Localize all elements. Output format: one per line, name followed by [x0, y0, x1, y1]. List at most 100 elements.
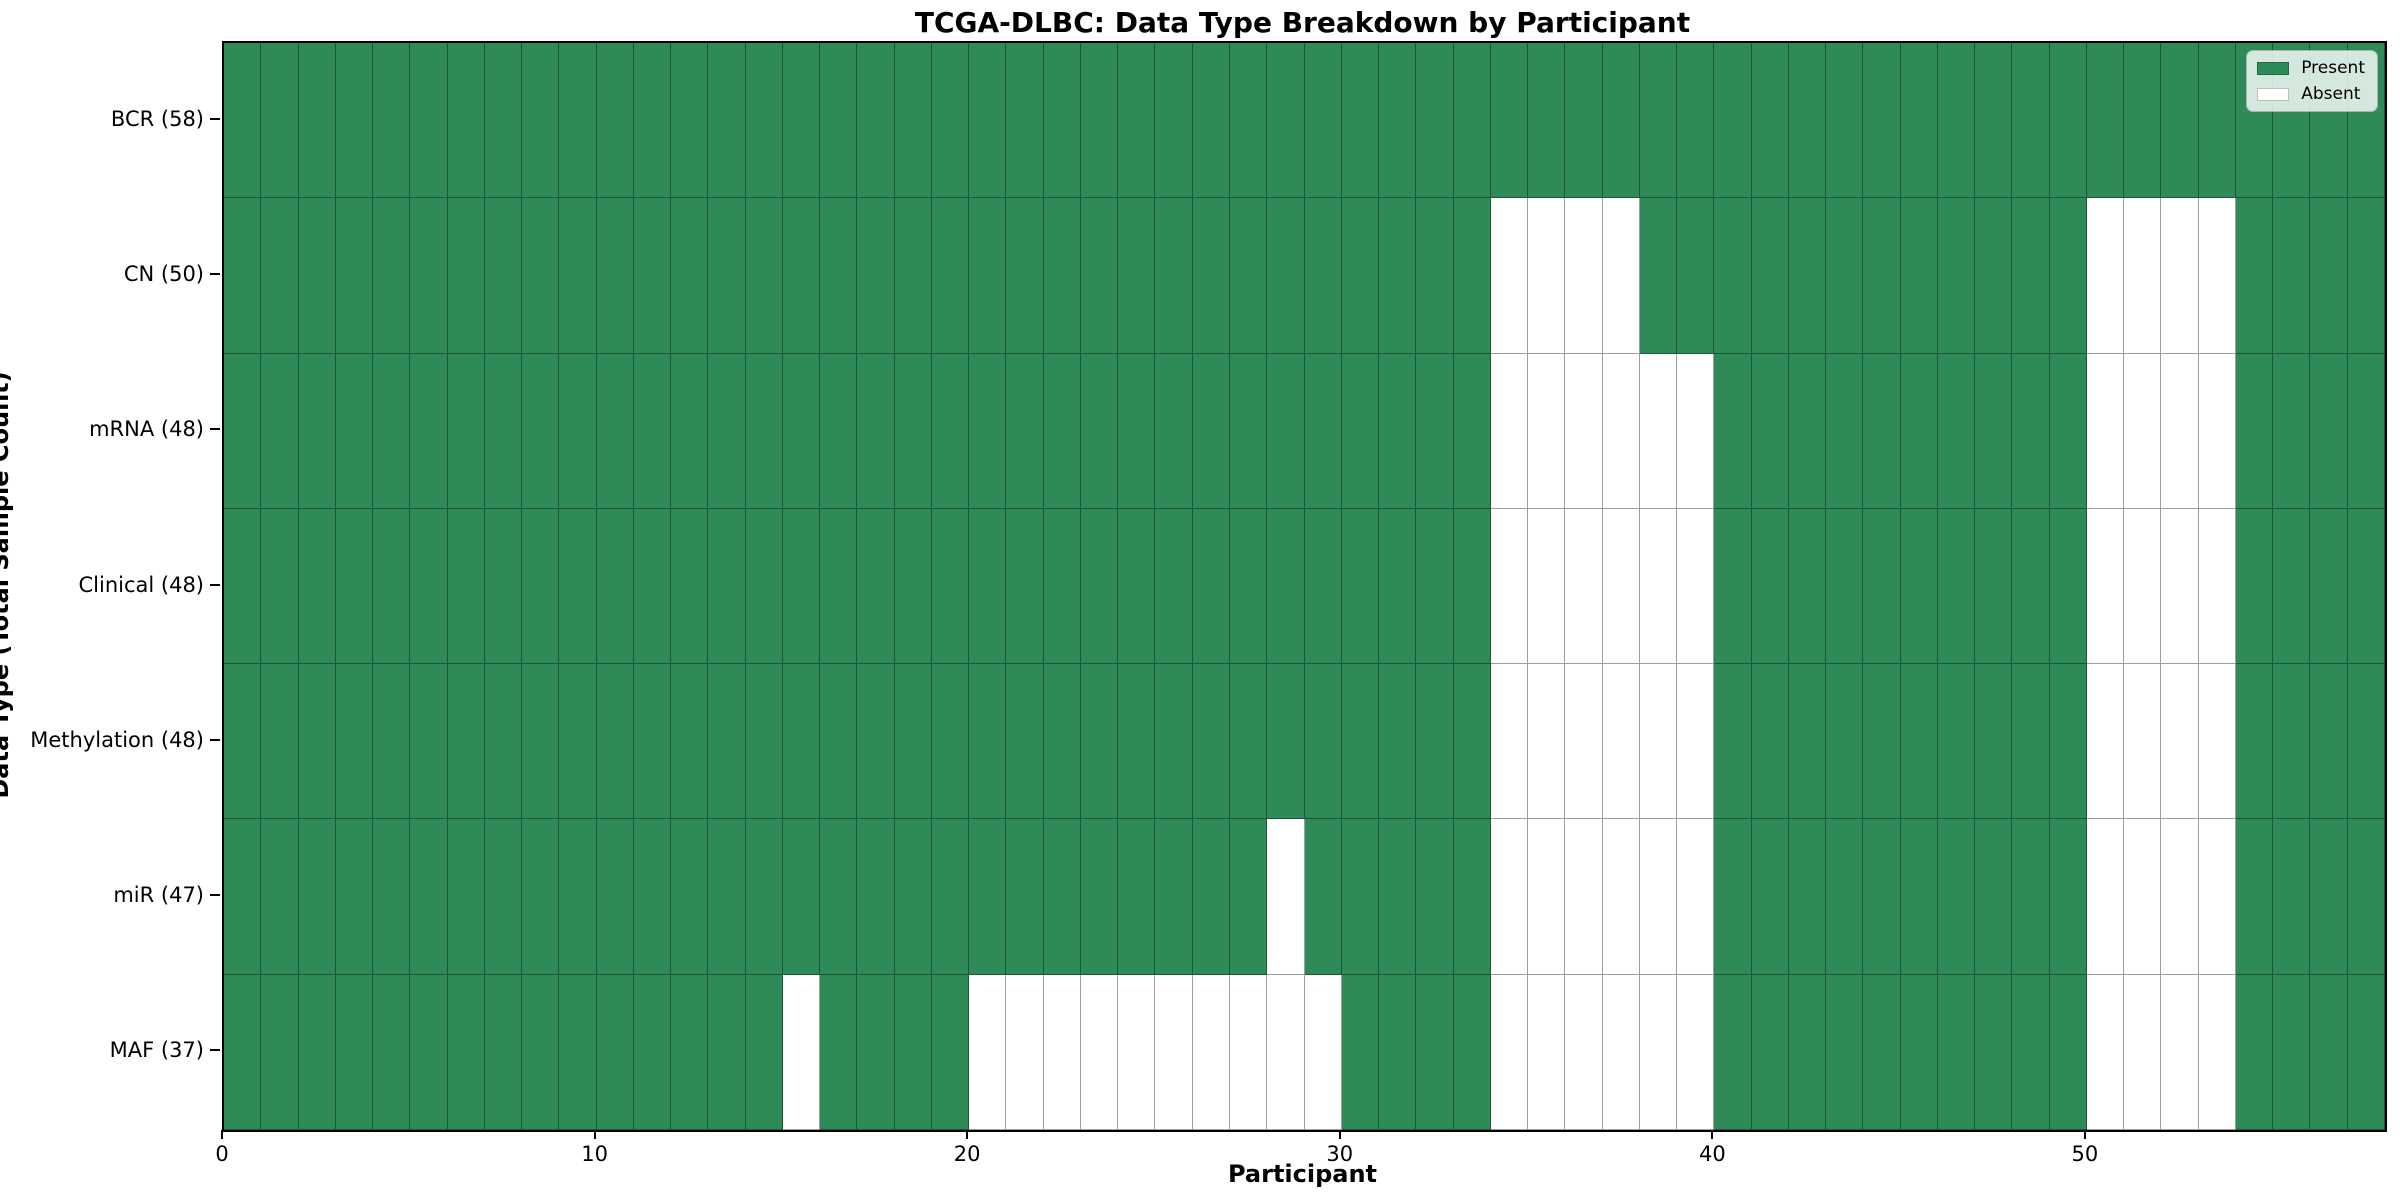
heatmap-cell [1416, 664, 1454, 820]
heatmap-cell [1416, 198, 1454, 354]
heatmap-cell [484, 974, 523, 1130]
heatmap-cell [1118, 974, 1156, 1130]
heatmap-cell [447, 198, 485, 354]
heatmap-cell [1863, 43, 1901, 199]
heatmap-cell [1975, 508, 2013, 665]
heatmap-cell [2012, 974, 2050, 1130]
heatmap-cell [671, 974, 709, 1130]
heatmap-cell [1379, 508, 1417, 665]
heatmap-cell [1714, 353, 1752, 509]
heatmap-cell [820, 43, 858, 199]
heatmap-cell [1043, 664, 1081, 820]
heatmap-cell [2273, 198, 2311, 354]
heatmap-cell [522, 43, 560, 199]
heatmap-cell [1267, 974, 1305, 1130]
heatmap-cell [2273, 508, 2311, 665]
heatmap-cell [745, 43, 783, 199]
heatmap-cell [857, 43, 895, 199]
heatmap-cell [1453, 198, 1491, 354]
heatmap-cell [782, 353, 821, 509]
heatmap-cell [1565, 43, 1603, 199]
heatmap-cell [1714, 974, 1752, 1130]
heatmap-cell [969, 508, 1007, 665]
heatmap-cell [1714, 664, 1752, 820]
heatmap-cell [1453, 43, 1491, 199]
heatmap-cell [708, 43, 746, 199]
heatmap-cell [1751, 198, 1789, 354]
heatmap-cell [1229, 819, 1268, 975]
heatmap-cell [2012, 353, 2050, 509]
heatmap-cell [559, 43, 597, 199]
heatmap-cell [1267, 664, 1305, 820]
heatmap-cell [1379, 664, 1417, 820]
heatmap-cell [1192, 353, 1230, 509]
heatmap-cell [1863, 819, 1901, 975]
heatmap-cell [671, 508, 709, 665]
heatmap-cell [931, 508, 970, 665]
heatmap-cell [1192, 198, 1230, 354]
heatmap-cell [2235, 664, 2274, 820]
heatmap-grid [224, 43, 2385, 1130]
heatmap-cell [1341, 819, 1380, 975]
heatmap-cell [1639, 819, 1678, 975]
heatmap-cell [261, 664, 299, 820]
heatmap-cell [969, 198, 1007, 354]
heatmap-cell [596, 819, 634, 975]
heatmap-cell [1639, 664, 1678, 820]
heatmap-cell [1788, 353, 1827, 509]
heatmap-cell [1155, 508, 1193, 665]
heatmap-cell [1155, 353, 1193, 509]
heatmap-cell [2161, 508, 2199, 665]
heatmap-cell [1900, 353, 1938, 509]
heatmap-cell [373, 508, 411, 665]
heatmap-cell [1602, 819, 1640, 975]
heatmap-cell [1118, 353, 1156, 509]
heatmap-cell [1043, 974, 1081, 1130]
heatmap-cell [2198, 974, 2236, 1130]
heatmap-cell [708, 198, 746, 354]
heatmap-cell [1639, 508, 1678, 665]
heatmap-cell [298, 974, 336, 1130]
heatmap-cell [2347, 974, 2385, 1130]
heatmap-cell [1192, 819, 1230, 975]
heatmap-cell [1341, 43, 1380, 199]
heatmap-cell [931, 819, 970, 975]
heatmap-cell [1304, 664, 1342, 820]
heatmap-cell [522, 664, 560, 820]
heatmap-cell [522, 819, 560, 975]
heatmap-cell [596, 43, 634, 199]
heatmap-cell [633, 43, 672, 199]
heatmap-cell [931, 353, 970, 509]
heatmap-cell [2049, 819, 2087, 975]
heatmap-cell [1565, 353, 1603, 509]
heatmap-cell [1379, 819, 1417, 975]
heatmap-cell [1267, 353, 1305, 509]
heatmap-cell [1826, 664, 1864, 820]
x-tick-mark [1338, 1130, 1341, 1139]
x-tick-mark [966, 1130, 969, 1139]
heatmap-cell [298, 819, 336, 975]
heatmap-cell [1900, 819, 1938, 975]
heatmap-cell [1304, 198, 1342, 354]
heatmap-cell [820, 664, 858, 820]
heatmap-cell [2086, 508, 2125, 665]
heatmap-cell [410, 974, 448, 1130]
heatmap-cell [671, 43, 709, 199]
heatmap-cell [559, 198, 597, 354]
heatmap-cell [484, 43, 523, 199]
heatmap-cell [559, 353, 597, 509]
heatmap-cell [1639, 353, 1678, 509]
heatmap-cell [633, 508, 672, 665]
heatmap-cell [1118, 664, 1156, 820]
heatmap-cell [1937, 43, 1976, 199]
heatmap-cell [1900, 664, 1938, 820]
heatmap-cell [820, 819, 858, 975]
heatmap-cell [1229, 664, 1268, 820]
heatmap-cell [1043, 508, 1081, 665]
heatmap-cell [261, 819, 299, 975]
heatmap-cell [1155, 198, 1193, 354]
heatmap-cell [2161, 353, 2199, 509]
heatmap-cell [894, 664, 932, 820]
legend-present-swatch [2257, 61, 2290, 75]
heatmap-cell [894, 508, 932, 665]
